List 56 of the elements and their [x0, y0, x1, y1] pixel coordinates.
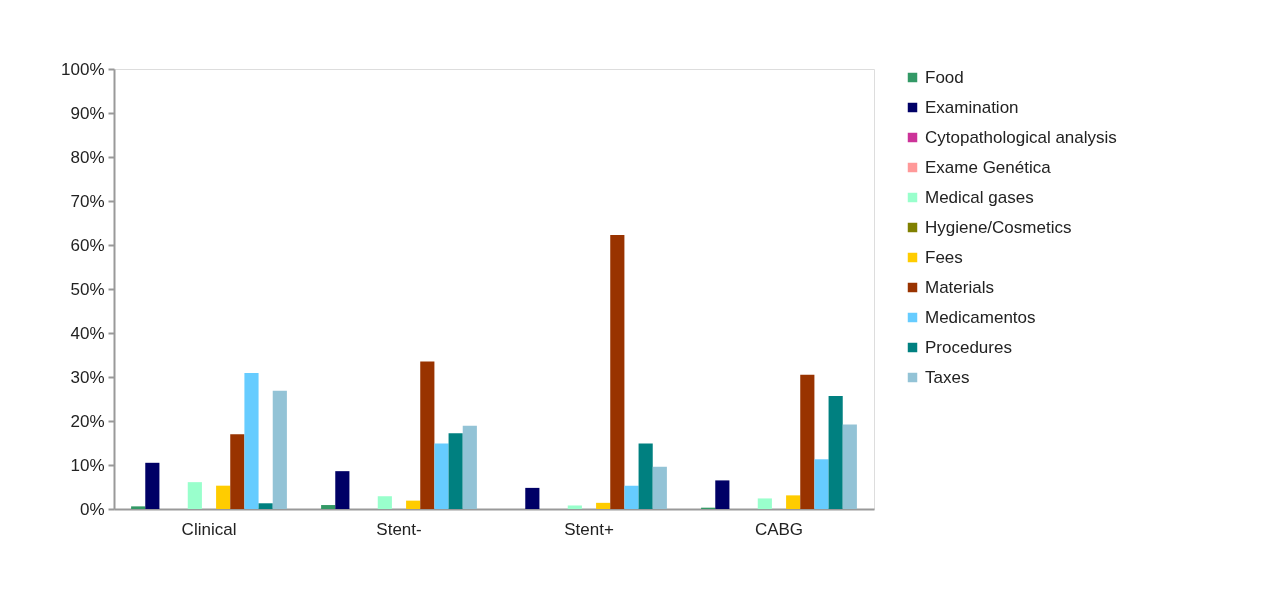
bar — [244, 373, 259, 509]
legend-label: Materials — [925, 277, 994, 297]
bar — [567, 505, 582, 509]
bar — [434, 443, 449, 509]
bar — [525, 487, 540, 509]
x-tick-label: Stent- — [376, 519, 422, 539]
bar — [462, 425, 477, 509]
legend-label: Hygiene/Cosmetics — [925, 217, 1072, 237]
bar — [596, 502, 611, 509]
bar — [842, 424, 857, 509]
x-tick-label: Stent+ — [564, 519, 614, 539]
legend-label: Taxes — [925, 367, 970, 387]
y-tick-label: 20% — [70, 411, 105, 431]
legend-label: Exame Genética — [925, 157, 1052, 177]
bar — [321, 505, 336, 509]
y-tick-label: 60% — [70, 235, 105, 255]
bar — [814, 459, 829, 509]
legend-label: Examination — [925, 97, 1019, 117]
x-tick-label: CABG — [754, 519, 804, 539]
bar — [377, 496, 392, 509]
bar — [715, 480, 730, 509]
bar — [187, 482, 202, 509]
bar — [216, 485, 231, 509]
y-tick-label: 40% — [70, 323, 105, 343]
y-tick-label: 70% — [70, 191, 105, 211]
bar — [448, 433, 463, 509]
y-tick-label: 30% — [70, 367, 105, 387]
y-tick-label: 80% — [70, 147, 105, 167]
legend-label: Procedures — [925, 337, 1012, 357]
bar — [828, 395, 843, 509]
bar — [786, 495, 801, 509]
x-tick-label: Clinical — [181, 519, 237, 539]
y-tick-label: 0% — [79, 499, 105, 519]
bar — [624, 485, 639, 509]
bar — [131, 506, 146, 509]
bar — [335, 471, 350, 509]
bar — [610, 234, 625, 509]
bar — [230, 434, 245, 509]
bar — [406, 500, 421, 509]
bar — [272, 390, 287, 509]
bar — [638, 443, 653, 509]
y-tick-label: 90% — [70, 103, 105, 123]
bar — [145, 462, 160, 509]
y-tick-label: 50% — [70, 279, 105, 299]
bar — [420, 361, 435, 509]
legend-label: Food — [925, 67, 964, 87]
legend-label: Medical gases — [925, 187, 1034, 207]
y-tick-label: 100% — [61, 59, 105, 79]
legend-label: Medicamentos — [925, 307, 1036, 327]
bar — [258, 503, 273, 509]
y-tick-label: 10% — [70, 455, 105, 475]
bar — [757, 498, 772, 509]
bar — [800, 374, 815, 509]
legend-label: Fees — [925, 247, 963, 267]
legend-label: Cytopathological analysis — [925, 127, 1117, 147]
bar — [652, 466, 667, 509]
